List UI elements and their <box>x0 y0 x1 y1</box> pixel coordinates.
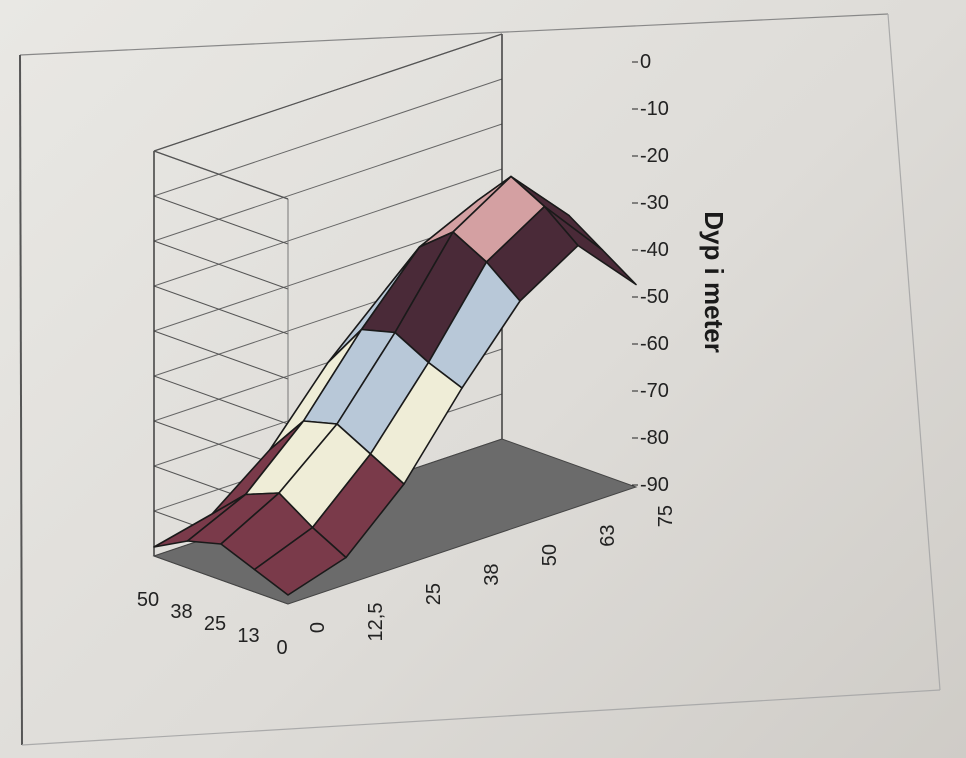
y-tick-label: 25 <box>204 613 226 635</box>
z-tick-label: 0 <box>640 51 651 73</box>
y-tick-label: 50 <box>137 589 159 611</box>
y-tick-label: 38 <box>170 601 192 623</box>
gridline-left-wall <box>153 195 289 245</box>
y-axis-ticks: 0 13 25 38 50 <box>137 589 288 659</box>
x-tick-label: 12,5 <box>365 603 387 642</box>
wall-top-left <box>153 150 289 200</box>
x-tick-label: 63 <box>597 525 619 547</box>
z-axis-ticks: 0 -10 -20 -30 -40 -50 -60 -70 -80 -90 <box>632 51 669 496</box>
frame-top-line <box>19 13 889 56</box>
gridline-back-wall <box>153 168 503 287</box>
z-tick-label: -40 <box>640 239 669 261</box>
z-axis-title: Dyp i meter <box>699 211 729 353</box>
y-tick-label: 0 <box>276 637 287 659</box>
gridline-left-wall <box>153 285 289 335</box>
frame-bottom-line <box>21 689 941 746</box>
x-tick-label: 75 <box>655 505 677 527</box>
x-tick-label: 38 <box>481 564 503 586</box>
z-tick-label: -10 <box>640 98 669 120</box>
frame-right-line <box>887 13 941 691</box>
y-tick-label: 13 <box>237 625 259 647</box>
z-tick-label: -70 <box>640 380 669 402</box>
z-tick-label: -20 <box>640 145 669 167</box>
gridline-left-wall <box>153 375 289 425</box>
x-tick-label: 25 <box>423 583 445 605</box>
gridline-left-wall <box>153 240 289 290</box>
z-tick-label: -90 <box>640 474 669 496</box>
x-tick-label: 50 <box>539 544 561 566</box>
depth-surface <box>153 175 637 596</box>
gridline-back-wall <box>153 78 503 197</box>
gridline-left-wall <box>153 330 289 380</box>
wall-top-back <box>153 33 503 152</box>
z-tick-label: -30 <box>640 192 669 214</box>
z-tick-label: -60 <box>640 333 669 355</box>
chart-walls <box>153 33 503 605</box>
chart-frame <box>19 13 941 746</box>
frame-left-line <box>19 54 23 746</box>
x-tick-label: 0 <box>307 622 329 633</box>
z-tick-label: -50 <box>640 286 669 308</box>
surface-cell-0-0 <box>253 526 347 596</box>
x-axis-ticks: 0 12,5 25 38 50 63 75 <box>307 505 677 641</box>
gridline-back-wall <box>153 123 503 242</box>
z-tick-label: -80 <box>640 427 669 449</box>
